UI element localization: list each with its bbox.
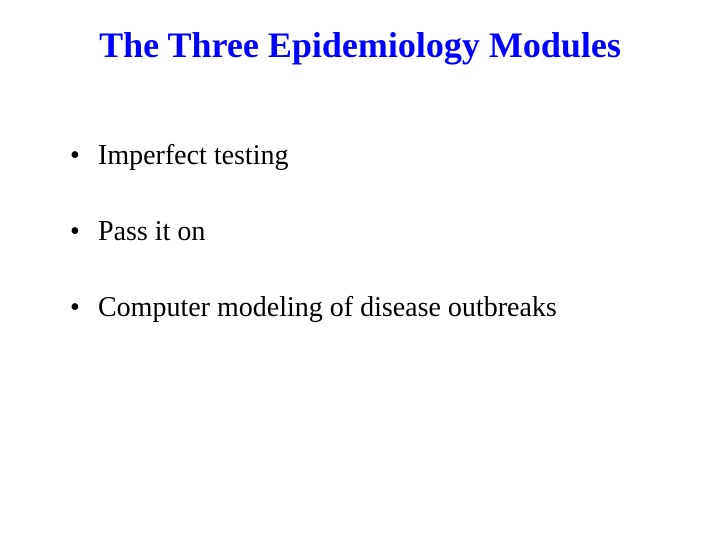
bullet-text: Computer modeling of disease outbreaks xyxy=(98,292,650,324)
bullet-text: Imperfect testing xyxy=(98,140,650,172)
slide-title: The Three Epidemiology Modules xyxy=(0,24,720,66)
bullet-text: Pass it on xyxy=(98,216,650,248)
bullet-icon: • xyxy=(70,216,98,248)
bullet-icon: • xyxy=(70,292,98,324)
bullet-list: • Imperfect testing • Pass it on • Compu… xyxy=(70,140,650,368)
bullet-icon: • xyxy=(70,140,98,172)
list-item: • Imperfect testing xyxy=(70,140,650,172)
slide: The Three Epidemiology Modules • Imperfe… xyxy=(0,0,720,540)
list-item: • Computer modeling of disease outbreaks xyxy=(70,292,650,324)
list-item: • Pass it on xyxy=(70,216,650,248)
